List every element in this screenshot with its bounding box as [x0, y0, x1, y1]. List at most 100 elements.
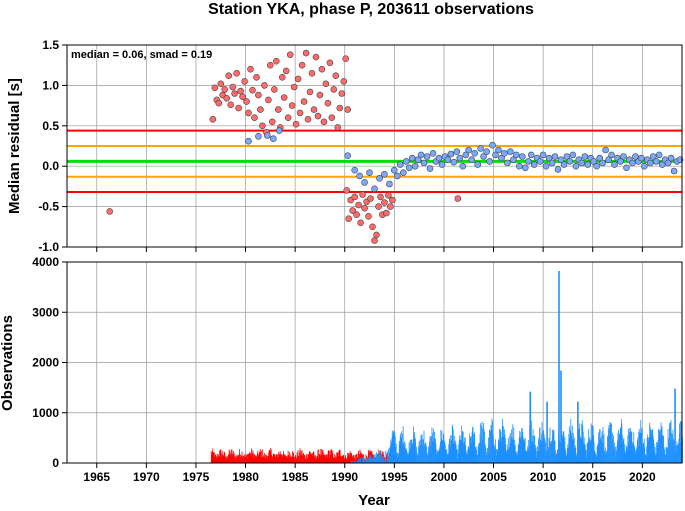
observation-bar: [439, 446, 441, 463]
observation-bar: [426, 446, 427, 463]
observation-bar: [456, 458, 458, 463]
observation-bar: [587, 441, 589, 463]
observation-bar: [286, 456, 288, 463]
observation-bar: [401, 431, 403, 463]
observation-bar: [585, 449, 587, 463]
observation-bar: [352, 454, 354, 463]
observation-bar: [430, 445, 431, 463]
residual-point: [266, 61, 274, 69]
observation-bar: [660, 429, 661, 463]
observation-bar: [317, 450, 319, 463]
observation-bar: [355, 454, 356, 463]
observation-bar: [508, 447, 510, 463]
residual-point: [239, 93, 246, 100]
observation-bar: [211, 451, 213, 463]
residual-point: [498, 154, 505, 162]
observation-bar: [558, 271, 560, 463]
observation-bar: [597, 443, 599, 463]
observation-bar: [415, 438, 416, 463]
observation-bar: [211, 454, 213, 463]
observation-bar: [636, 440, 638, 463]
observation-bar: [380, 455, 382, 463]
x-tick-label: 1980: [232, 470, 259, 484]
observation-bar: [521, 427, 523, 463]
observation-bar: [501, 418, 503, 463]
observation-bar: [542, 439, 543, 463]
observation-bar: [679, 433, 681, 463]
observation-bar: [435, 438, 436, 463]
observation-bar: [377, 453, 379, 463]
observation-bar: [468, 446, 470, 463]
observation-bar: [274, 454, 276, 463]
observation-bar: [393, 432, 395, 463]
residual-point: [524, 158, 532, 165]
observation-bar: [499, 429, 501, 463]
observation-bar: [455, 444, 457, 463]
observation-bar: [419, 439, 421, 463]
observation-bar: [522, 431, 524, 463]
observation-bar: [287, 457, 289, 463]
observation-bar: [408, 454, 410, 463]
residual-point: [640, 162, 648, 170]
residual-point: [501, 150, 508, 157]
observation-bar: [224, 452, 226, 463]
observation-bar: [460, 440, 462, 463]
observation-bar: [474, 447, 476, 463]
observation-bar: [520, 436, 522, 463]
observation-bar: [289, 452, 290, 463]
residual-point: [371, 237, 378, 244]
observation-bar: [346, 457, 348, 463]
residual-point: [366, 169, 373, 176]
observation-bar: [315, 459, 317, 463]
observation-bar: [213, 457, 215, 463]
observation-bar: [640, 427, 642, 463]
observation-bar: [445, 449, 447, 463]
observation-bar: [480, 423, 481, 463]
observation-bar: [642, 444, 644, 463]
observation-bar: [467, 449, 469, 463]
observation-bar: [557, 449, 559, 463]
observation-bar: [219, 450, 221, 463]
observation-bar: [567, 448, 569, 463]
observation-bar: [536, 451, 538, 463]
residual-point: [245, 137, 252, 145]
observation-bar: [482, 440, 483, 463]
observation-bar: [609, 421, 611, 463]
observation-bar: [481, 421, 483, 463]
observation-bar: [628, 432, 630, 463]
observation-bar: [257, 450, 259, 463]
observation-bar: [681, 421, 682, 463]
residual-point: [623, 164, 630, 172]
observation-bar: [239, 453, 241, 463]
observation-bar: [340, 456, 342, 463]
observation-bar: [451, 424, 453, 463]
observation-bar: [638, 428, 640, 463]
observation-bar: [452, 429, 454, 463]
residual-point: [227, 101, 234, 109]
observation-bar: [326, 454, 328, 463]
residual-point: [356, 172, 363, 180]
observation-bar: [564, 436, 566, 463]
residual-point: [312, 53, 320, 61]
observation-bar: [635, 453, 637, 463]
observation-bar: [239, 449, 240, 463]
observation-bar: [310, 452, 311, 463]
observation-bar: [373, 459, 374, 463]
observation-bar: [266, 456, 268, 463]
observation-bar: [615, 446, 616, 463]
observation-bar: [661, 426, 663, 463]
observation-bar: [385, 453, 387, 463]
residual-point: [345, 215, 353, 222]
observation-bar: [575, 447, 577, 463]
observation-bar: [626, 449, 628, 463]
observation-bar: [212, 448, 214, 463]
residual-points: [106, 49, 684, 244]
observation-bar: [494, 446, 496, 463]
observation-bar: [549, 441, 550, 463]
observation-bar: [591, 425, 593, 463]
observation-bar: [370, 454, 372, 463]
observation-bar: [677, 444, 678, 463]
observation-bar: [391, 430, 393, 463]
observation-bar: [674, 388, 676, 463]
observation-bar: [460, 440, 462, 463]
